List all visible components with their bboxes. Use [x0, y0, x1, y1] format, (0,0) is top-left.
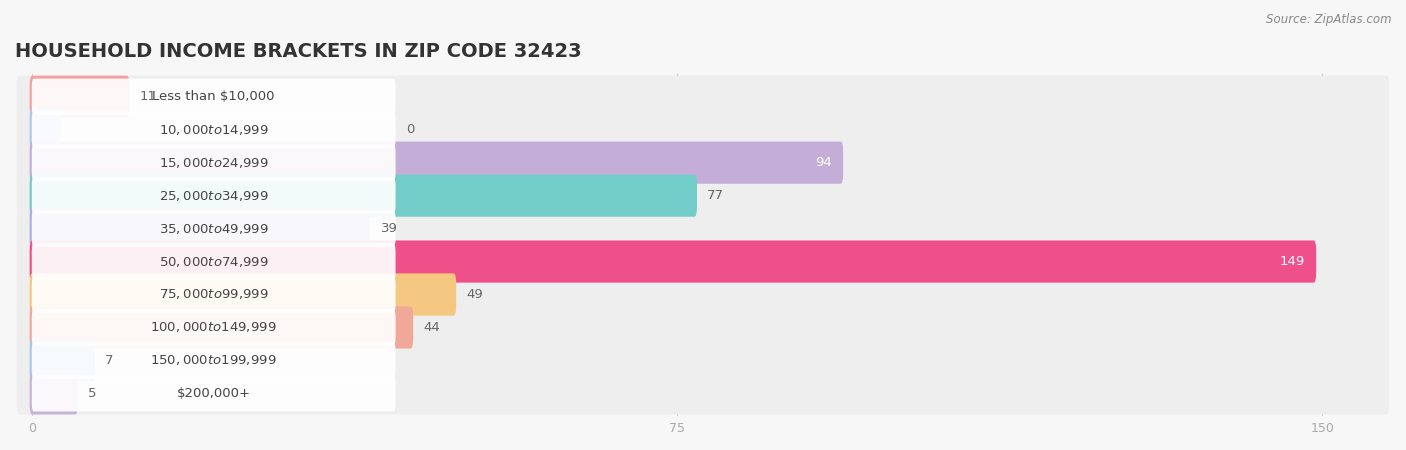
FancyBboxPatch shape: [30, 306, 413, 349]
FancyBboxPatch shape: [17, 108, 1389, 151]
Text: HOUSEHOLD INCOME BRACKETS IN ZIP CODE 32423: HOUSEHOLD INCOME BRACKETS IN ZIP CODE 32…: [15, 42, 582, 61]
FancyBboxPatch shape: [32, 211, 395, 247]
FancyBboxPatch shape: [30, 76, 129, 118]
FancyBboxPatch shape: [32, 243, 395, 279]
FancyBboxPatch shape: [30, 175, 697, 217]
FancyBboxPatch shape: [30, 339, 96, 382]
FancyBboxPatch shape: [32, 342, 395, 378]
Text: 7: 7: [105, 354, 114, 367]
FancyBboxPatch shape: [30, 108, 60, 151]
FancyBboxPatch shape: [17, 372, 1389, 414]
Text: $35,000 to $49,999: $35,000 to $49,999: [159, 221, 269, 236]
FancyBboxPatch shape: [32, 375, 395, 411]
Text: $15,000 to $24,999: $15,000 to $24,999: [159, 156, 269, 170]
FancyBboxPatch shape: [17, 142, 1389, 184]
FancyBboxPatch shape: [17, 207, 1389, 250]
Text: $25,000 to $34,999: $25,000 to $34,999: [159, 189, 269, 202]
FancyBboxPatch shape: [32, 276, 395, 313]
Text: 149: 149: [1279, 255, 1305, 268]
FancyBboxPatch shape: [32, 309, 395, 346]
FancyBboxPatch shape: [32, 144, 395, 181]
FancyBboxPatch shape: [30, 240, 1316, 283]
FancyBboxPatch shape: [17, 240, 1389, 283]
Text: 0: 0: [406, 123, 415, 136]
FancyBboxPatch shape: [17, 175, 1389, 217]
FancyBboxPatch shape: [30, 372, 77, 414]
Text: $10,000 to $14,999: $10,000 to $14,999: [159, 123, 269, 137]
FancyBboxPatch shape: [32, 112, 395, 148]
Text: 44: 44: [423, 321, 440, 334]
Text: 11: 11: [139, 90, 156, 103]
FancyBboxPatch shape: [30, 207, 370, 250]
Text: $100,000 to $149,999: $100,000 to $149,999: [150, 320, 277, 334]
FancyBboxPatch shape: [32, 177, 395, 214]
Text: 5: 5: [89, 387, 97, 400]
Text: Source: ZipAtlas.com: Source: ZipAtlas.com: [1267, 14, 1392, 27]
FancyBboxPatch shape: [30, 142, 844, 184]
FancyBboxPatch shape: [32, 79, 395, 115]
FancyBboxPatch shape: [17, 274, 1389, 315]
Text: $75,000 to $99,999: $75,000 to $99,999: [159, 288, 269, 302]
Text: 77: 77: [707, 189, 724, 202]
Text: $200,000+: $200,000+: [177, 387, 250, 400]
FancyBboxPatch shape: [30, 274, 456, 315]
FancyBboxPatch shape: [17, 306, 1389, 349]
Text: 39: 39: [381, 222, 398, 235]
Text: $50,000 to $74,999: $50,000 to $74,999: [159, 255, 269, 269]
FancyBboxPatch shape: [17, 76, 1389, 118]
Text: $150,000 to $199,999: $150,000 to $199,999: [150, 353, 277, 367]
Text: Less than $10,000: Less than $10,000: [152, 90, 276, 103]
Text: 94: 94: [815, 156, 832, 169]
Text: 49: 49: [467, 288, 484, 301]
FancyBboxPatch shape: [17, 339, 1389, 382]
